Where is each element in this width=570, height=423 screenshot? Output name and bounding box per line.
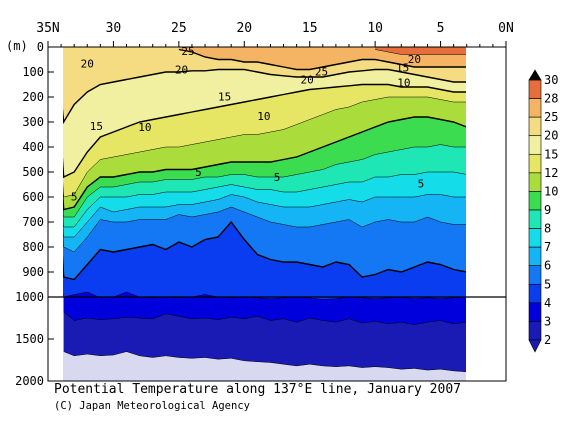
isotherm-6	[63, 206, 466, 253]
contour-label-5-14: 5	[418, 177, 425, 190]
colorbar-swatch-20	[528, 135, 542, 155]
colorbar-swatch-30	[528, 79, 542, 99]
x-tick-label-4: 15	[302, 21, 318, 36]
isotherm-25	[178, 48, 466, 71]
y-tick-label-200: 200	[22, 90, 44, 104]
colorbar-label-6: 6	[544, 259, 551, 273]
x-tick-label-0: 35N	[36, 21, 59, 36]
x-tick-label-5: 10	[367, 21, 383, 36]
colorbar-label-3: 3	[544, 314, 551, 328]
colorbar-swatch-15	[528, 153, 542, 174]
contour-label-20-2: 20	[175, 64, 188, 77]
colorbar-label-30: 30	[544, 73, 558, 87]
y-tick-label-300: 300	[22, 115, 44, 129]
contour-label-25-3: 25	[315, 65, 328, 78]
y-unit-label: (m)	[6, 39, 28, 53]
colorbar-label-4: 4	[544, 296, 551, 310]
y-tick-label-700: 700	[22, 215, 44, 229]
colorbar-swatch-12	[528, 172, 542, 192]
contour-label-15-8: 15	[218, 90, 231, 103]
fill-above-15	[63, 47, 466, 177]
y-tick-label-400: 400	[22, 140, 44, 154]
x-tick-label-1: 30	[106, 21, 122, 36]
x-tick-label-2: 25	[171, 21, 187, 36]
y-tick-label-1000: 1000	[15, 290, 44, 304]
isotherm-8	[63, 171, 466, 228]
y-tick-label-0: 0	[37, 40, 44, 54]
colorbar-swatch-6	[528, 265, 542, 285]
colorbar-label-7: 7	[544, 240, 551, 254]
y-tick-label-600: 600	[22, 190, 44, 204]
colorbar-label-8: 8	[544, 222, 551, 236]
contour-label-5-15: 5	[71, 190, 78, 203]
isotherm-15	[63, 83, 466, 179]
contour-label-15-10: 15	[90, 120, 103, 133]
contour-label-5-12: 5	[195, 166, 202, 179]
colorbar-label-9: 9	[544, 203, 551, 217]
colorbar-top-arrow	[528, 69, 542, 81]
contour-label-20-1: 20	[81, 57, 94, 70]
contour-label-10-11: 10	[138, 121, 151, 134]
isotherm-5	[63, 220, 466, 281]
y-tick-label-2000: 2000	[15, 374, 44, 388]
colorbar-swatch-7	[528, 246, 542, 267]
isotherm-12	[63, 96, 466, 198]
colorbar-swatch-25	[528, 116, 542, 137]
x-tick-label-3: 20	[236, 21, 252, 36]
colorbar-swatch-28	[528, 98, 542, 118]
colorbar-swatch-8	[528, 228, 542, 248]
contour-label-20-6: 20	[300, 74, 313, 87]
data-gap-region	[466, 47, 506, 381]
contour-label-10-9: 10	[257, 110, 270, 123]
colorbar-label-5: 5	[544, 277, 551, 291]
colorbar-label-28: 28	[544, 92, 558, 106]
colorbar-label-15: 15	[544, 147, 558, 161]
colorbar-label-25: 25	[544, 110, 558, 124]
isotherm-28	[375, 49, 466, 55]
colorbar-label-12: 12	[544, 166, 558, 180]
isotherm-7	[63, 194, 466, 238]
colorbar-label-10: 10	[544, 184, 558, 198]
chart-title: Potential Temperature along 137°E line, …	[54, 382, 461, 397]
contour-label-15-4: 15	[396, 62, 409, 75]
contour-label-5-13: 5	[274, 171, 281, 184]
y-tick-label-800: 800	[22, 240, 44, 254]
x-tick-label-6: 5	[437, 21, 445, 36]
colorbar-swatch-9	[528, 209, 542, 229]
plot-frame	[47, 46, 507, 382]
y-tick-label-500: 500	[22, 165, 44, 179]
y-axis: 0 100 200 300 400 500 600 700 800 900 1000 1500 2000	[15, 40, 54, 388]
y-tick-label-100: 100	[22, 65, 44, 79]
colorbar-swatch-3	[528, 321, 542, 341]
isotherm-fill-layer	[63, 47, 466, 381]
colorbar: 30 28 25 20 15 12 10 9 8 7 6 5 4 3 2	[528, 69, 558, 353]
colorbar-swatch-5	[528, 283, 542, 304]
colorbar-label-20: 20	[544, 129, 558, 143]
isotherm-10	[63, 116, 466, 211]
fill-above-28	[375, 47, 466, 55]
colorbar-bottom-arrow	[528, 339, 542, 353]
y-tick-label-900: 900	[22, 265, 44, 279]
contour-label-20-5: 20	[408, 53, 421, 66]
contour-label-25-0: 25	[181, 45, 194, 58]
contour-label-10-7: 10	[397, 77, 410, 90]
colorbar-swatch-10	[528, 191, 542, 211]
isotherm-9	[63, 144, 466, 218]
colorbar-swatch-4	[528, 302, 542, 322]
y-tick-label-1500: 1500	[15, 332, 44, 346]
x-tick-label-7: 0N	[498, 21, 514, 36]
isotherm-20	[63, 68, 466, 125]
isotherm-2	[63, 351, 466, 373]
x-axis: 35N 30 25 20 15 10 5 0N	[36, 21, 514, 47]
colorbar-label-2: 2	[544, 333, 551, 347]
isotherm-3	[63, 311, 466, 325]
isotherm-line-layer	[63, 48, 466, 373]
credit-line: (C) Japan Meteorological Agency	[54, 400, 250, 412]
fill-above-20	[63, 47, 466, 122]
